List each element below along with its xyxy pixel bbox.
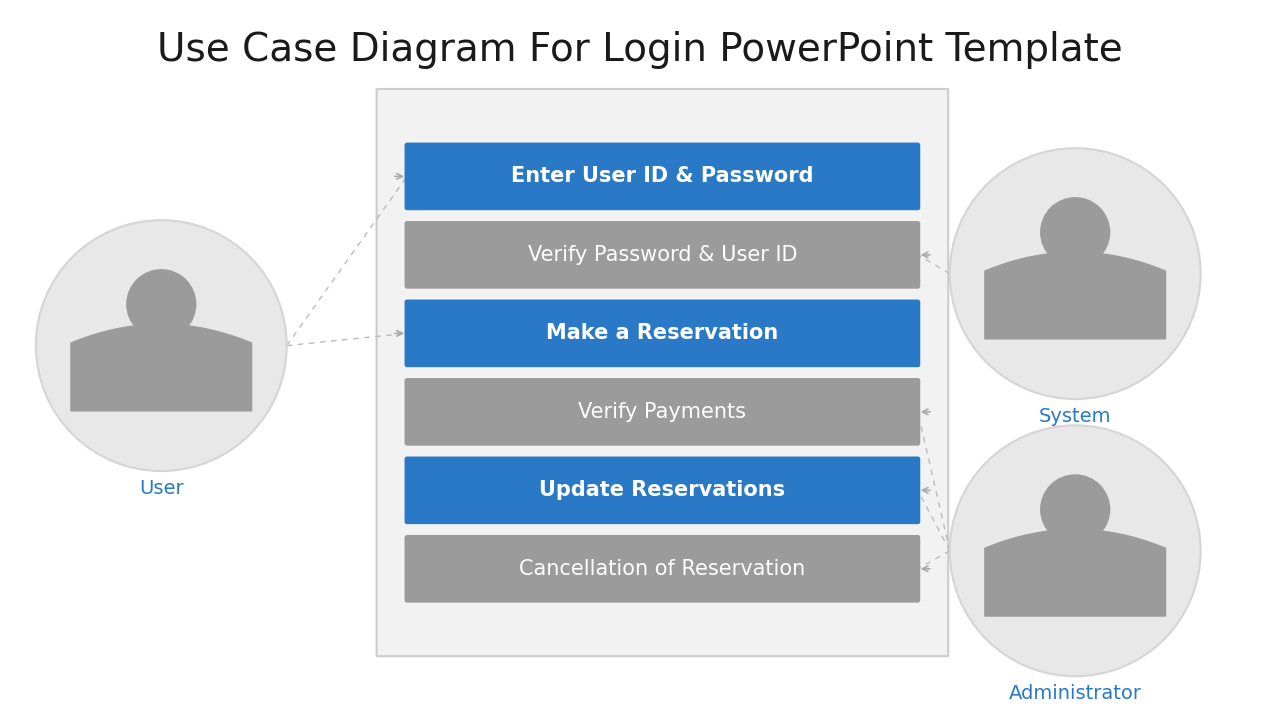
Text: Enter User ID & Password: Enter User ID & Password <box>511 166 814 186</box>
Text: User: User <box>140 479 183 498</box>
Text: System: System <box>1039 407 1111 426</box>
Circle shape <box>950 148 1201 399</box>
Polygon shape <box>70 324 252 411</box>
FancyBboxPatch shape <box>404 221 920 289</box>
Text: Make a Reservation: Make a Reservation <box>547 323 778 343</box>
FancyBboxPatch shape <box>404 143 920 210</box>
Circle shape <box>36 220 287 471</box>
Circle shape <box>950 426 1201 676</box>
Circle shape <box>127 269 196 339</box>
FancyBboxPatch shape <box>404 535 920 603</box>
Text: Cancellation of Reservation: Cancellation of Reservation <box>520 559 805 579</box>
Polygon shape <box>984 529 1166 616</box>
Polygon shape <box>984 252 1166 339</box>
FancyBboxPatch shape <box>376 89 948 656</box>
FancyBboxPatch shape <box>404 378 920 446</box>
Circle shape <box>1041 474 1110 544</box>
Text: Update Reservations: Update Reservations <box>539 480 786 500</box>
Circle shape <box>1041 197 1110 267</box>
FancyBboxPatch shape <box>404 300 920 367</box>
Text: Use Case Diagram For Login PowerPoint Template: Use Case Diagram For Login PowerPoint Te… <box>157 32 1123 69</box>
Text: Verify Payments: Verify Payments <box>579 402 746 422</box>
FancyBboxPatch shape <box>404 456 920 524</box>
Text: Administrator: Administrator <box>1009 684 1142 703</box>
Text: Verify Password & User ID: Verify Password & User ID <box>527 245 797 265</box>
